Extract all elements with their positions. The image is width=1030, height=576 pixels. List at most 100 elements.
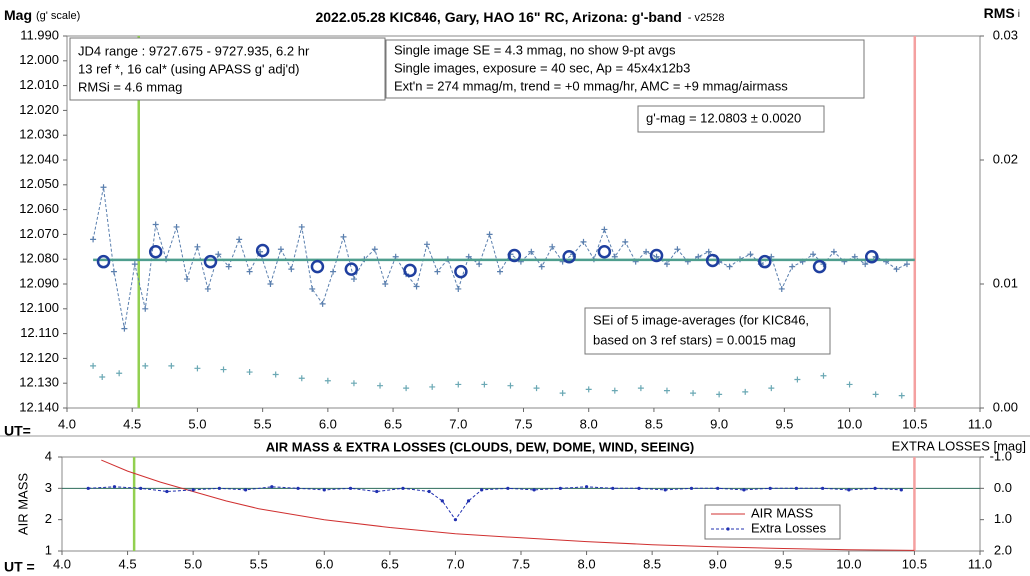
x-tick-label: 8.0 — [580, 416, 598, 431]
cross-marker — [350, 380, 357, 387]
cross-marker — [820, 372, 827, 379]
chart-title-suffix: - v2528 — [688, 12, 725, 24]
cross-marker — [220, 366, 227, 373]
y-tick-label: 12.050 — [19, 176, 59, 191]
y2-tick-label: 0.0 — [994, 480, 1012, 495]
x-axis-label: UT= — [4, 423, 31, 439]
x-tick-label: 6.5 — [381, 556, 399, 571]
dot-marker — [440, 499, 444, 503]
average-marker — [403, 263, 417, 278]
cross-marker — [90, 362, 97, 369]
y-tick-label: 12.090 — [19, 275, 59, 290]
dot-marker — [847, 488, 851, 492]
cross-marker — [423, 241, 430, 248]
x-tick-label: 8.5 — [643, 556, 661, 571]
average-marker — [649, 248, 664, 263]
y-tick-label: 12.120 — [19, 350, 59, 365]
x-tick-label: 7.0 — [449, 416, 467, 431]
cross-marker — [246, 268, 253, 275]
cross-marker — [246, 369, 253, 376]
annotation-text: Single image SE = 4.3 mmag, no show 9-pt… — [394, 42, 676, 57]
dot-marker — [270, 485, 274, 489]
y2-tick-label: -1.0 — [990, 448, 1012, 463]
x-tick-label: 10.5 — [902, 556, 927, 571]
dot-marker — [296, 486, 300, 490]
cross-marker — [768, 385, 775, 392]
y2-tick-label: 2.0 — [994, 542, 1012, 557]
series-line — [88, 486, 902, 521]
average-marker — [148, 245, 163, 259]
cross-marker — [298, 375, 305, 382]
cross-marker — [236, 236, 243, 243]
cross-marker — [674, 246, 681, 253]
annotation-text: RMSi = 4.6 mmag — [78, 79, 182, 94]
x-tick-label: 9.0 — [710, 416, 728, 431]
cross-marker — [778, 285, 785, 292]
x-tick-label: 6.0 — [319, 416, 337, 431]
cross-marker — [862, 261, 869, 268]
chart-title-main: 2022.05.28 KIC846, Gary, HAO 16" RC, Ari… — [315, 9, 681, 25]
annotation-text: JD4 range : 9727.675 - 9727.935, 6.2 hr — [78, 43, 310, 58]
cross-marker — [486, 231, 493, 238]
legend-box — [704, 504, 841, 540]
cross-marker — [121, 325, 128, 332]
y-tick-label: 12.030 — [19, 127, 59, 142]
cross-marker — [903, 261, 910, 268]
cross-marker — [429, 383, 436, 390]
cross-marker — [497, 268, 504, 275]
cross-marker — [324, 377, 331, 384]
y2-tick-label: 0.01 — [993, 275, 1018, 290]
annotation-text: 13 ref *, 16 cal* (using APASS g' adj'd) — [78, 61, 300, 76]
x-tick-label: 10.0 — [837, 416, 862, 431]
x-axis-label: UT = — [4, 559, 35, 575]
annotation-text: based on 3 ref stars) = 0.0015 mag — [593, 332, 796, 347]
cross-marker — [533, 385, 540, 392]
annotation-box — [69, 37, 386, 101]
cross-marker — [830, 248, 837, 255]
average-marker — [864, 249, 879, 264]
cross-marker — [434, 268, 441, 275]
y2-axis-label: RMS i — [984, 5, 1020, 21]
x-tick-label: 7.5 — [512, 556, 530, 571]
chart-title: AIR MASS & EXTRA LOSSES (CLOUDS, DEW, DO… — [266, 439, 695, 454]
y-tick-label: 12.070 — [19, 226, 59, 241]
y-axis-label-note: (g' scale) — [36, 10, 80, 22]
cross-marker — [116, 370, 123, 377]
plot-area — [61, 456, 981, 552]
cross-marker — [716, 391, 723, 398]
cross-marker — [705, 248, 712, 255]
cross-marker — [298, 223, 305, 230]
dot-marker — [480, 488, 484, 492]
cross-marker — [898, 392, 905, 399]
x-tick-label: 4.0 — [58, 416, 76, 431]
x-tick-label: 6.5 — [384, 416, 402, 431]
y-tick-label: 12.080 — [19, 251, 59, 266]
cross-marker — [90, 236, 97, 243]
x-tick-label: 4.0 — [53, 556, 71, 571]
x-tick-label: 5.5 — [250, 556, 268, 571]
y-tick-label: 12.060 — [19, 201, 59, 216]
cross-marker — [142, 362, 149, 369]
x-tick-label: 5.5 — [254, 416, 272, 431]
average-marker — [96, 254, 111, 269]
dot-marker — [322, 488, 326, 492]
dot-marker — [375, 489, 379, 494]
y2-tick-label: 0.02 — [993, 151, 1018, 166]
cross-marker — [100, 184, 107, 191]
cross-marker — [194, 243, 201, 250]
x-tick-label: 5.0 — [188, 416, 206, 431]
cross-marker — [810, 251, 817, 258]
y-tick-label: 12.020 — [19, 102, 59, 117]
dot-marker — [217, 486, 221, 490]
cross-marker — [277, 246, 284, 253]
cross-marker — [168, 362, 175, 369]
average-marker — [705, 253, 720, 268]
cross-marker — [152, 221, 159, 228]
dot-marker — [821, 486, 825, 490]
cross-marker — [789, 263, 796, 270]
y-tick-label: 12.000 — [19, 52, 59, 67]
y-tick-label: 11.990 — [20, 27, 59, 42]
cross-marker — [183, 276, 190, 283]
cross-marker — [371, 246, 378, 253]
